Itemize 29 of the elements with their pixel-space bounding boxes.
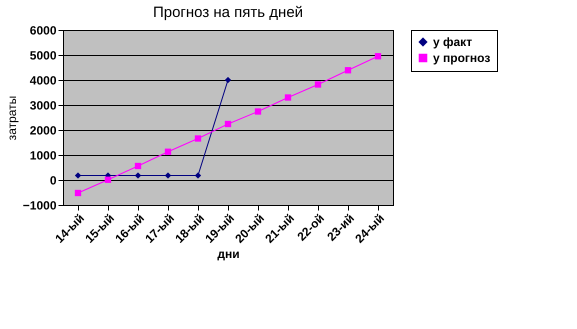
y-tick-label: 5000 [30,48,57,62]
point [254,108,262,115]
y-axis-title: затраты [4,96,19,140]
point [164,172,172,179]
y-tick-label: 6000 [30,24,57,38]
y-tick-label: 4000 [30,74,57,88]
y-tick-label: 3000 [30,98,57,112]
point [134,172,142,179]
y-tick-label: 1000 [30,148,57,162]
point [344,67,352,74]
point [74,190,82,196]
point [74,172,82,179]
point [314,81,322,88]
y-tick-label: −1000 [22,198,57,212]
point [224,120,232,128]
point [164,148,172,155]
x-axis-title: дни [217,247,240,262]
point [104,176,112,183]
chart-title: Прогноз на пять дней [152,4,304,21]
y-tick-label: 0 [50,174,57,188]
legend-label: у факт [433,35,472,49]
point [194,172,202,179]
point [134,162,142,170]
point [374,53,382,60]
point [284,94,292,101]
legend-label: у прогноз [433,51,490,65]
y-tick-label: 2000 [30,124,57,138]
point [194,135,202,142]
point [224,76,232,84]
